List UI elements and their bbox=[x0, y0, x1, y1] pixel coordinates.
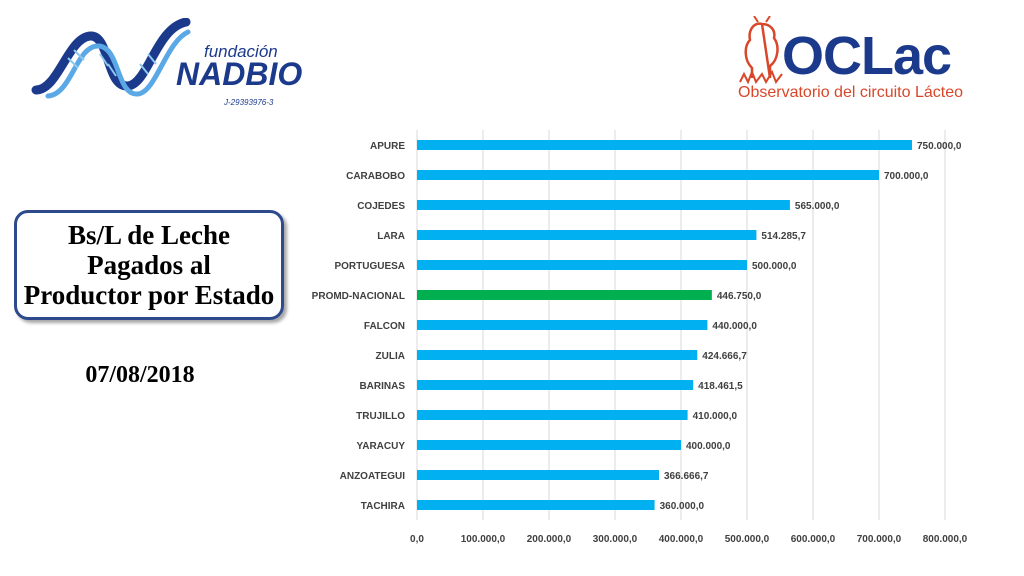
data-label: 700.000,0 bbox=[884, 171, 929, 182]
bar bbox=[417, 380, 694, 390]
x-tick-label: 0,0 bbox=[410, 534, 424, 545]
nadbio-logo: fundación NADBIO J-29393976-3 bbox=[28, 18, 302, 113]
oclac-logo-text: OCLac bbox=[782, 26, 952, 86]
data-label: 446.750,0 bbox=[717, 291, 762, 302]
bar bbox=[417, 440, 681, 450]
data-label: 565.000,0 bbox=[795, 201, 840, 212]
bar bbox=[417, 200, 790, 210]
report-date: 07/08/2018 bbox=[85, 362, 195, 388]
category-label: PORTUGUESA bbox=[334, 261, 405, 272]
category-label: BARINAS bbox=[359, 381, 405, 392]
category-label: ZULIA bbox=[376, 351, 405, 362]
data-label: 410.000,0 bbox=[693, 411, 738, 422]
title-box: Bs/L de Leche Pagados al Productor por E… bbox=[14, 210, 284, 320]
data-label: 440.000,0 bbox=[712, 321, 757, 332]
bar bbox=[417, 290, 712, 300]
category-label: FALCON bbox=[364, 321, 405, 332]
x-tick-label: 500.000,0 bbox=[725, 534, 770, 545]
data-label: 360.000,0 bbox=[660, 501, 705, 512]
x-tick-label: 400.000,0 bbox=[659, 534, 704, 545]
oclac-logo-subtitle: Observatorio del circuito Lácteo bbox=[738, 84, 963, 101]
x-tick-label: 800.000,0 bbox=[923, 534, 968, 545]
slide-title: Bs/L de Leche Pagados al Productor por E… bbox=[23, 220, 275, 310]
x-tick-label: 600.000,0 bbox=[791, 534, 836, 545]
nadbio-logo-text: NADBIO bbox=[176, 56, 303, 92]
bar bbox=[417, 410, 688, 420]
data-label: 424.666,7 bbox=[702, 351, 747, 362]
data-label: 400.000,0 bbox=[686, 441, 731, 452]
category-label: YARACUY bbox=[356, 441, 405, 452]
x-tick-label: 700.000,0 bbox=[857, 534, 902, 545]
data-label: 418.461,5 bbox=[698, 381, 743, 392]
category-label: TACHIRA bbox=[361, 501, 405, 512]
category-label: TRUJILLO bbox=[356, 411, 405, 422]
category-label: COJEDES bbox=[357, 201, 405, 212]
category-label: ANZOATEGUI bbox=[340, 471, 406, 482]
x-tick-label: 200.000,0 bbox=[527, 534, 572, 545]
nadbio-logo-small-text: fundación bbox=[204, 42, 278, 61]
data-label: 750.000,0 bbox=[917, 141, 962, 152]
dna-helix-icon bbox=[31, 18, 191, 99]
oclac-logo: OCLac Observatorio del circuito Lácteo bbox=[734, 14, 984, 109]
bar bbox=[417, 170, 879, 180]
nadbio-logo-id: J-29393976-3 bbox=[224, 98, 274, 107]
cow-icon bbox=[739, 16, 783, 85]
bar bbox=[417, 260, 747, 270]
bar bbox=[417, 500, 655, 510]
x-tick-label: 100.000,0 bbox=[461, 534, 506, 545]
category-label: APURE bbox=[370, 141, 405, 152]
category-label: CARABOBO bbox=[346, 171, 405, 182]
x-tick-label: 300.000,0 bbox=[593, 534, 638, 545]
data-label: 366.666,7 bbox=[664, 471, 709, 482]
category-label: PROMD-NACIONAL bbox=[312, 291, 405, 302]
bar bbox=[417, 140, 912, 150]
bar bbox=[417, 320, 708, 330]
category-label: LARA bbox=[377, 231, 405, 242]
data-label: 500.000,0 bbox=[752, 261, 797, 272]
bar bbox=[417, 350, 698, 360]
bar bbox=[417, 230, 757, 240]
bar bbox=[417, 470, 659, 480]
data-label: 514.285,7 bbox=[761, 231, 806, 242]
